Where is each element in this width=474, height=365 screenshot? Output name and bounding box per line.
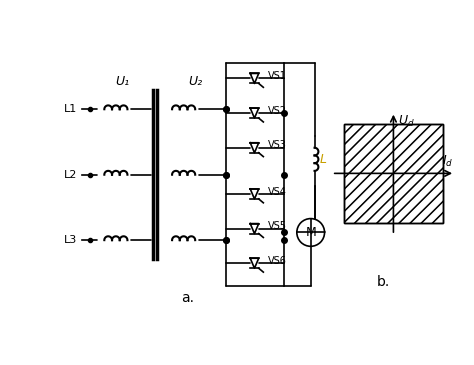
Text: VS2: VS2	[268, 106, 287, 116]
Text: L2: L2	[64, 170, 77, 180]
Text: VS1: VS1	[268, 71, 287, 81]
Bar	[344, 124, 443, 223]
Text: $U_d$: $U_d$	[398, 114, 414, 129]
Text: L1: L1	[64, 104, 77, 114]
Bar	[344, 124, 443, 223]
Text: U₂: U₂	[188, 76, 202, 88]
Polygon shape	[250, 73, 259, 84]
Text: VS5: VS5	[268, 221, 287, 231]
Text: b.: b.	[377, 276, 391, 289]
Polygon shape	[250, 143, 259, 153]
Text: VS3: VS3	[268, 141, 287, 150]
Bar	[344, 124, 443, 223]
Polygon shape	[250, 224, 259, 234]
Text: VS6: VS6	[268, 256, 287, 266]
Text: a.: a.	[181, 291, 194, 305]
Text: $I_d$: $I_d$	[442, 154, 453, 169]
Text: M: M	[305, 226, 316, 239]
Text: U₁: U₁	[115, 76, 129, 88]
Text: VS4: VS4	[268, 187, 287, 197]
Polygon shape	[250, 108, 259, 118]
Text: L3: L3	[64, 235, 77, 245]
Polygon shape	[250, 258, 259, 268]
Text: L: L	[320, 153, 327, 166]
Polygon shape	[250, 189, 259, 199]
